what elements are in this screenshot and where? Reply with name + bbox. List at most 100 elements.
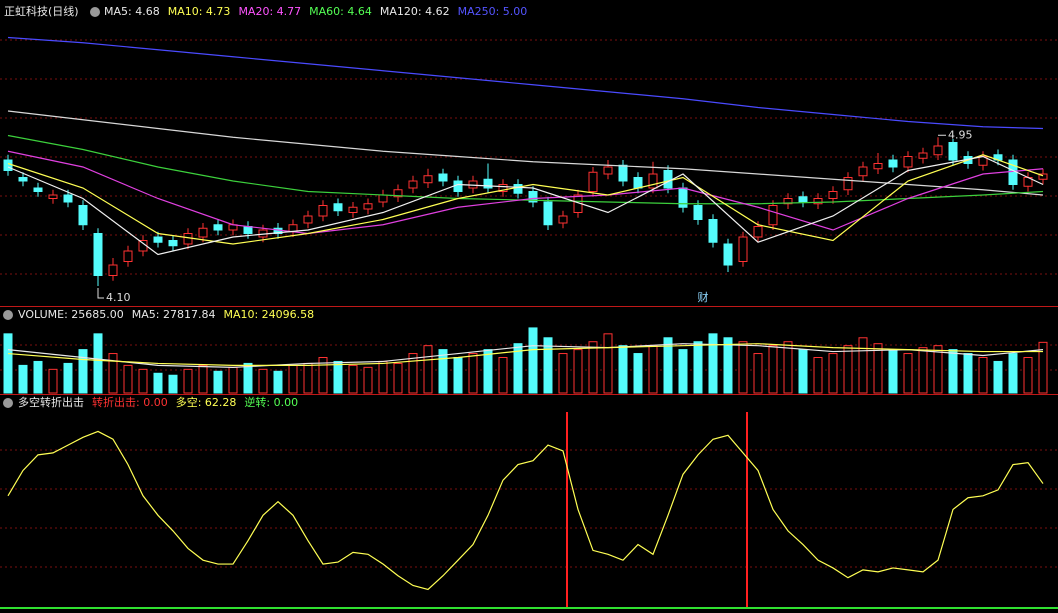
- volume-bar: [33, 360, 43, 394]
- candle-body: [783, 198, 793, 205]
- volume-bar: [678, 349, 688, 394]
- candle-body: [33, 187, 43, 192]
- candle-body: [588, 171, 598, 192]
- annotation: 4.95: [948, 128, 973, 141]
- volume-bar: [813, 357, 823, 394]
- candle-body: [543, 201, 553, 226]
- volume-bar: [573, 349, 583, 394]
- volume-bar: [693, 341, 703, 394]
- candle-body: [168, 240, 178, 247]
- ma-line: [7, 110, 1044, 196]
- ma-line: [7, 134, 1044, 205]
- volume-bar: [453, 357, 463, 394]
- volume-bar: [423, 345, 433, 394]
- volume-bar: [288, 364, 298, 394]
- volume-bar: [48, 368, 58, 394]
- volume-bar: [828, 353, 838, 394]
- legend-item: MA5: 27817.84: [132, 308, 216, 321]
- legend-item: MA10: 24096.58: [223, 308, 314, 321]
- volume-bar: [78, 349, 88, 394]
- candle-body: [363, 203, 373, 210]
- candle-body: [183, 233, 193, 245]
- volume-bar: [18, 364, 28, 394]
- candle-body: [948, 142, 958, 161]
- candle-body: [648, 173, 658, 189]
- volume-bar: [768, 345, 778, 394]
- candle-body: [768, 205, 778, 226]
- volume-bar: [468, 353, 478, 394]
- volume-bar: [918, 347, 928, 394]
- volume-bar: [153, 372, 163, 394]
- candle-body: [243, 226, 253, 234]
- candle-body: [48, 194, 58, 199]
- volume-bar: [258, 368, 268, 394]
- legend-item: MA250: 5.00: [458, 5, 528, 18]
- candle-body: [93, 233, 103, 276]
- candle-body: [903, 156, 913, 168]
- volume-bar: [228, 366, 238, 394]
- legend-item: VOLUME: 25685.00: [18, 308, 124, 321]
- candle-body: [378, 194, 388, 203]
- candle-body: [723, 243, 733, 266]
- legend-item: MA60: 4.64: [309, 5, 372, 18]
- candle-body: [333, 203, 343, 212]
- volume-bar: [198, 364, 208, 394]
- candle-body: [798, 196, 808, 203]
- annotation: 财: [698, 290, 709, 304]
- volume-bar: [408, 353, 418, 394]
- volume-bar: [543, 337, 553, 394]
- volume-bar: [138, 368, 148, 394]
- volume-bar: [273, 370, 283, 394]
- candle-body: [63, 194, 73, 203]
- annotation-leader: [97, 288, 104, 299]
- candle-body: [438, 173, 448, 182]
- volume-bar: [618, 345, 628, 394]
- candle-body: [1038, 173, 1048, 180]
- candle-body: [678, 187, 688, 208]
- candle-body: [693, 205, 703, 220]
- volume-ma-line: [7, 343, 1044, 368]
- candle-body: [558, 215, 568, 224]
- volume-bar: [528, 327, 538, 394]
- candle-body: [108, 264, 118, 276]
- indicator-line: [7, 430, 1044, 591]
- candle-body: [708, 219, 718, 243]
- candle-body: [828, 191, 838, 199]
- volume-bar: [243, 362, 253, 394]
- volume-bar: [108, 353, 118, 394]
- volume-bar: [333, 360, 343, 394]
- candle-body: [453, 180, 463, 192]
- volume-bar: [348, 364, 358, 394]
- candle-body: [153, 236, 163, 243]
- legend-item: MA10: 4.73: [168, 5, 231, 18]
- volume-bar: [3, 333, 13, 394]
- legend-item: MA120: 4.62: [380, 5, 450, 18]
- candle-body: [933, 145, 943, 156]
- volume-bar: [123, 364, 133, 394]
- volume-bar: [633, 353, 643, 394]
- ma-line: [7, 150, 1044, 235]
- volume-bar: [843, 345, 853, 394]
- candle-body: [498, 184, 508, 192]
- volume-bar: [318, 357, 328, 394]
- volume-bar: [513, 343, 523, 394]
- volume-bar: [1023, 357, 1033, 394]
- candle-body: [408, 180, 418, 189]
- volume-bar: [558, 353, 568, 394]
- volume-bar: [378, 360, 388, 394]
- indicator-title: 多空转折出击: [18, 395, 84, 409]
- annotation: 4.10: [106, 291, 131, 304]
- volume-bar: [648, 345, 658, 394]
- volume-bar: [903, 353, 913, 394]
- candle-body: [318, 205, 328, 217]
- ma-line: [7, 154, 1044, 245]
- candle-body: [393, 189, 403, 198]
- legend-item: 逆转: 0.00: [244, 395, 298, 409]
- candle-body: [513, 184, 523, 194]
- candle-body: [123, 250, 133, 262]
- candle-body: [633, 177, 643, 189]
- candle-body: [618, 164, 628, 182]
- volume-bar: [798, 349, 808, 394]
- candle-body: [3, 159, 13, 171]
